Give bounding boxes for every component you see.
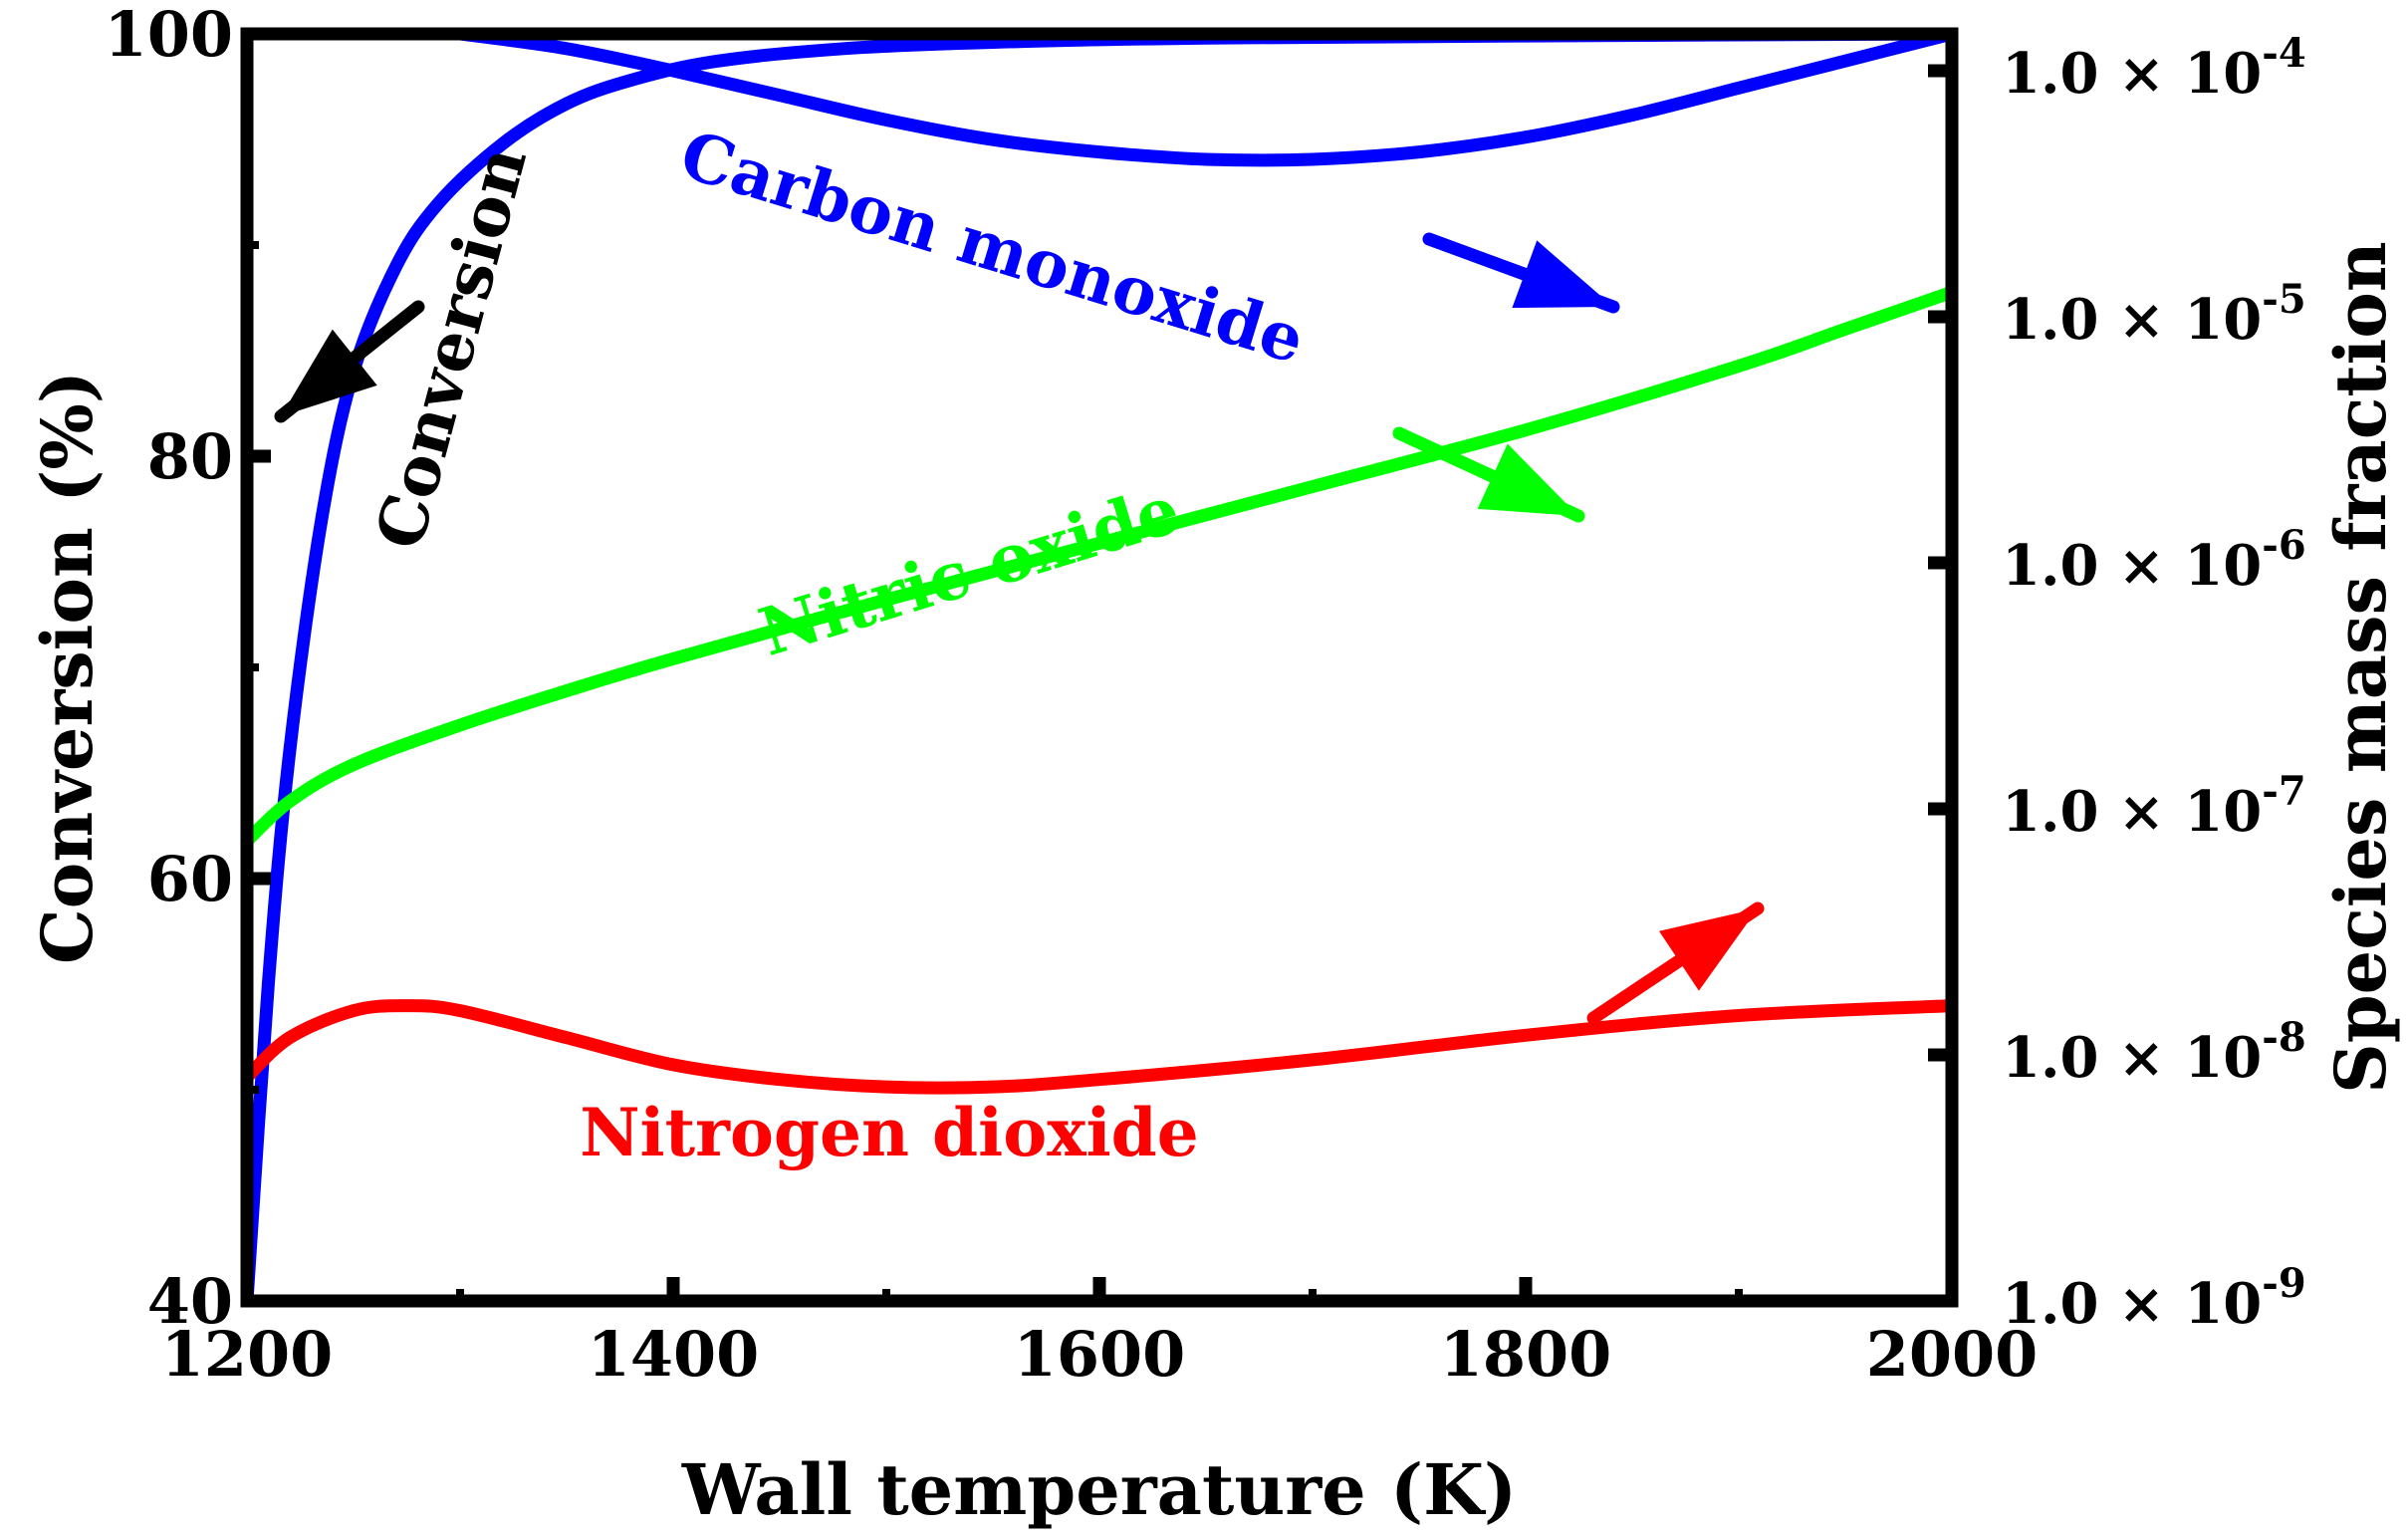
annotation-arrowhead-carbon-monoxide xyxy=(1512,240,1613,309)
x-tick-label: 2000 xyxy=(1866,1318,2039,1391)
x-tick-label: 1800 xyxy=(1440,1318,1612,1391)
annotation-arrowhead-conversion xyxy=(281,329,377,416)
series-line-carbon-monoxide xyxy=(453,34,1952,167)
annotation-label-nitric-oxide: Nitric oxide xyxy=(751,470,1188,671)
y-left-tick-label: 60 xyxy=(147,843,233,915)
series-line-nitrogen-dioxide xyxy=(247,999,1952,1095)
left-axis-label: Conversion (%) xyxy=(26,371,109,964)
series-line-nitric-oxide xyxy=(247,285,1952,848)
y-right-tick-label: 1.0 × 10-7 xyxy=(2002,768,2306,845)
y-right-tick-label: 1.0 × 10-4 xyxy=(2002,30,2306,107)
annotation-arrowhead-nitrogen-dioxide xyxy=(1658,908,1758,991)
x-axis-ticks: 1200 1400 1600 1800 2000 xyxy=(161,1277,2039,1391)
right-axis-label: Species mass fraction xyxy=(2319,241,2402,1094)
y-left-tick-label: 100 xyxy=(105,0,233,71)
left-axis-ticks: 40 60 80 100 xyxy=(105,0,271,1338)
y-right-tick-label: 1.0 × 10-8 xyxy=(2002,1014,2306,1091)
y-left-tick-label: 40 xyxy=(147,1265,233,1338)
right-axis-ticks: 1.0 × 10-9 1.0 × 10-8 1.0 × 10-7 1.0 × 10-6… xyxy=(1928,30,2306,1337)
y-right-tick-label: 1.0 × 10-5 xyxy=(2002,276,2306,353)
annotation-label-nitrogen-dioxide: Nitrogen dioxide xyxy=(580,1094,1199,1171)
y-left-tick-label: 80 xyxy=(147,420,233,493)
y-right-tick-label: 1.0 × 10-9 xyxy=(2002,1260,2306,1337)
x-tick-label: 1400 xyxy=(588,1318,760,1391)
annotation-arrowhead-nitric-oxide xyxy=(1477,443,1578,516)
x-tick-label: 1200 xyxy=(161,1318,334,1391)
x-axis-label: Wall temperature (K) xyxy=(681,1448,1517,1531)
y-right-tick-label: 1.0 × 10-6 xyxy=(2002,522,2306,599)
x-tick-label: 1600 xyxy=(1014,1318,1186,1391)
annotation-label-conversion: Conversion xyxy=(361,138,542,557)
